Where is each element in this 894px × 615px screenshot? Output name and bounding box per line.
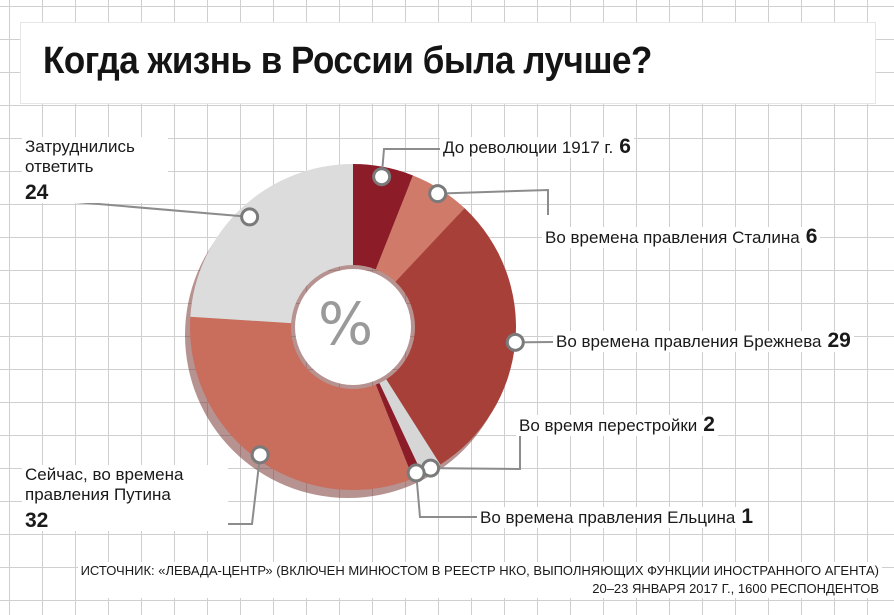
leader-marker-6: [240, 207, 260, 227]
leader-line-1: [437, 188, 549, 215]
donut-slice-6: [190, 164, 353, 324]
label-text: Затруднились ответить: [25, 137, 135, 176]
label-undecided: Затруднились ответить 24: [22, 137, 168, 203]
source-line-2: 20–23 ЯНВАРЯ 2017 Г., 1600 РЕСПОНДЕНТОВ: [592, 581, 879, 596]
source-note: ИСТОЧНИК: «ЛЕВАДА-ЦЕНТР» (ВКЛЮЧЕН МИНЮСТ…: [77, 562, 882, 598]
label-value: 32: [25, 509, 49, 532]
leader-markers: [240, 167, 525, 483]
label-value: 29: [827, 329, 851, 352]
label-putin: Сейчас, во времена правления Путина 32: [22, 465, 228, 531]
label-value: 6: [805, 225, 818, 248]
label-text: Во время перестройки: [519, 416, 698, 435]
label-stalin: Во времена правления Сталина 6: [542, 225, 821, 248]
leader-marker-5: [250, 445, 270, 465]
leader-line-4: [415, 472, 477, 518]
label-text: Сейчас, во времена правления Путина: [25, 465, 184, 504]
donut-slice-0: [353, 164, 414, 270]
label-value: 1: [741, 505, 753, 528]
donut-hole: [295, 269, 411, 385]
label-brezhnev: Во времена правления Брежнева 29: [553, 329, 854, 352]
label-perestroika: Во время перестройки 2: [516, 413, 718, 436]
percent-symbol: %: [318, 290, 374, 358]
leader-marker-1: [428, 184, 448, 204]
label-value: 6: [619, 135, 631, 158]
label-value: 2: [703, 413, 715, 436]
leader-marker-0: [372, 167, 392, 187]
label-text: Во времена правления Сталина: [545, 228, 800, 247]
label-text: Во времена правления Брежнева: [556, 332, 822, 351]
donut-slice-3: [379, 379, 441, 475]
label-value: 24: [25, 181, 49, 204]
donut-slice-1: [375, 175, 465, 282]
donut-slices: [185, 164, 516, 498]
donut-slice-5: [190, 316, 414, 490]
label-pre-revolution: До революции 1917 г. 6: [440, 135, 634, 158]
chart-title: Когда жизнь в России была лучше?: [43, 40, 652, 82]
leader-marker-4: [406, 463, 426, 483]
title-box: Когда жизнь в России была лучше?: [20, 22, 876, 104]
source-line-1: ИСТОЧНИК: «ЛЕВАДА-ЦЕНТР» (ВКЛЮЧЕН МИНЮСТ…: [80, 563, 879, 578]
label-text: До революции 1917 г.: [443, 138, 614, 157]
donut-slice-2: [386, 208, 516, 465]
label-yeltsin: Во времена правления Ельцина 1: [477, 505, 756, 528]
donut-slice-4: [375, 383, 423, 479]
label-text: Во времена правления Ельцина: [480, 508, 736, 527]
leader-marker-2: [505, 332, 525, 352]
